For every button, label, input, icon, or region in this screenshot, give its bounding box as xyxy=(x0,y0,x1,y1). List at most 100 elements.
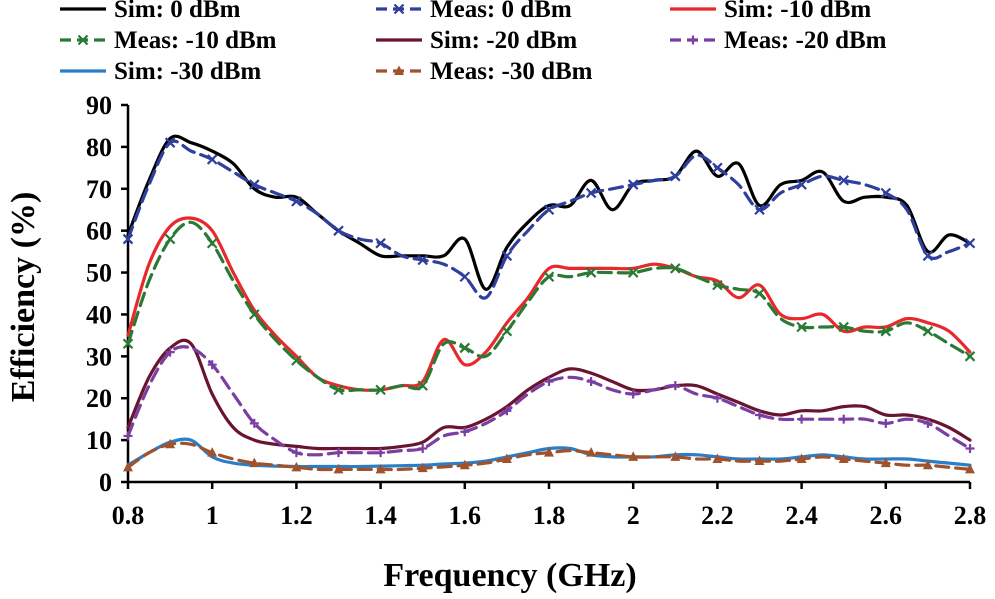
data-point-marker xyxy=(207,360,217,370)
data-point-marker xyxy=(880,457,891,468)
data-point-marker xyxy=(459,271,471,283)
legend-item-sim-20-dbm: Sim: -20 dBm xyxy=(376,27,577,54)
legend-label: Sim: -30 dBm xyxy=(114,58,261,85)
data-point-marker xyxy=(839,414,849,424)
series-sim-0-dbm xyxy=(126,134,972,291)
data-point-marker xyxy=(207,447,218,457)
series-layer xyxy=(122,134,976,474)
data-point-marker xyxy=(417,254,428,266)
legend-item-meas-0-dbm: Meas: 0 dBm xyxy=(376,0,572,23)
x-tick-label: 1.8 xyxy=(533,501,566,530)
y-tick-label: 40 xyxy=(86,300,112,329)
legend-label: Sim: 0 dBm xyxy=(114,0,241,23)
data-point-marker xyxy=(249,309,260,320)
y-tick-label: 0 xyxy=(99,468,112,497)
legend-label: Meas: -20 dBm xyxy=(724,27,887,54)
data-point-marker xyxy=(628,451,639,461)
x-tick-label: 2 xyxy=(627,501,640,530)
y-tick-label: 80 xyxy=(86,133,112,162)
data-point-marker xyxy=(543,204,555,215)
y-tick-label: 10 xyxy=(86,426,112,455)
data-point-marker xyxy=(712,162,723,174)
data-point-marker xyxy=(670,263,681,274)
data-point-marker xyxy=(501,325,513,337)
data-point-marker xyxy=(880,187,892,199)
legend-item-sim-30-dbm: Sim: -30 dBm xyxy=(60,58,261,85)
data-point-marker xyxy=(375,463,386,474)
series-line xyxy=(126,216,972,392)
data-point-marker xyxy=(249,418,259,428)
data-point-marker xyxy=(164,137,176,148)
data-point-marker xyxy=(923,418,933,428)
data-point-marker xyxy=(796,453,807,463)
data-point-marker xyxy=(628,389,638,399)
y-tick-label: 70 xyxy=(86,175,112,204)
series-sim-10-dbm xyxy=(126,216,972,392)
data-point-marker xyxy=(922,459,933,470)
x-tick-label: 2.8 xyxy=(954,501,987,530)
y-axis-label: Efficiency (%) xyxy=(5,192,42,403)
legend-marker xyxy=(688,35,698,45)
data-point-marker xyxy=(375,237,386,249)
data-point-marker xyxy=(838,453,849,463)
y-tick-label: 30 xyxy=(86,342,112,371)
data-point-marker xyxy=(376,448,386,458)
data-point-marker xyxy=(417,380,428,391)
data-point-marker xyxy=(627,179,639,190)
x-tick-label: 2.2 xyxy=(701,501,734,530)
legend-label: Sim: -20 dBm xyxy=(430,27,577,54)
data-point-marker xyxy=(754,455,765,466)
series-meas-30-dbm xyxy=(123,438,975,474)
y-tick-label: 90 xyxy=(86,91,112,120)
data-point-marker xyxy=(712,279,723,291)
legend-item-meas-20-dbm: Meas: -20 dBm xyxy=(670,27,887,54)
data-point-marker xyxy=(586,376,596,386)
data-point-marker xyxy=(291,448,301,458)
data-point-marker xyxy=(123,431,133,441)
x-tick-label: 0.8 xyxy=(112,501,145,530)
x-ticks: 0.8 1 1.2 1.4 1.6 1.8 2 2.2 2.4 2.6 2.8 xyxy=(112,482,987,530)
data-point-marker xyxy=(964,237,976,249)
data-point-marker xyxy=(291,196,302,207)
data-point-marker xyxy=(375,384,386,396)
data-point-marker xyxy=(796,321,807,333)
series-line xyxy=(126,139,972,300)
data-point-marker xyxy=(460,427,470,437)
data-point-marker xyxy=(586,447,597,457)
legend-item-sim-10-dbm: Sim: -10 dBm xyxy=(670,0,871,23)
data-point-marker xyxy=(333,225,344,236)
x-tick-label: 1.6 xyxy=(449,501,482,530)
x-tick-label: 1.2 xyxy=(280,501,313,530)
data-point-marker xyxy=(880,325,892,337)
data-point-marker xyxy=(334,448,343,458)
data-point-marker xyxy=(543,271,555,283)
legend-label: Meas: -30 dBm xyxy=(430,58,593,85)
legend-marker xyxy=(394,65,404,75)
data-point-marker xyxy=(712,393,722,403)
legend-label: Sim: -10 dBm xyxy=(724,0,871,23)
series-meas-10-dbm xyxy=(122,220,976,396)
legend: Sim: 0 dBm Meas: 0 dBm Sim: -10 dBm Meas: -… xyxy=(60,0,887,85)
data-point-marker xyxy=(670,381,680,391)
data-point-marker xyxy=(670,451,681,461)
data-point-marker xyxy=(165,347,175,357)
data-point-marker xyxy=(670,170,681,182)
data-point-marker xyxy=(755,410,764,420)
data-point-marker xyxy=(418,443,428,453)
data-point-marker xyxy=(122,338,134,350)
data-point-marker xyxy=(501,250,513,262)
legend-marker xyxy=(393,3,405,15)
y-tick-label: 50 xyxy=(86,259,112,288)
data-point-marker xyxy=(291,461,302,472)
series-line xyxy=(126,134,972,291)
data-point-marker xyxy=(206,237,218,249)
plot-area: 0 10 20 30 40 50 60 70 80 90 0.8 1 1.2 1.4 1.6 1.8 2 2.2… xyxy=(86,91,986,530)
data-point-marker xyxy=(585,187,597,199)
data-point-marker xyxy=(333,384,344,396)
series-sim-20-dbm xyxy=(126,338,972,451)
data-point-marker xyxy=(797,414,807,424)
x-axis-label: Frequency (GHz) xyxy=(383,557,636,594)
data-point-marker xyxy=(291,355,302,366)
y-ticks: 0 10 20 30 40 50 60 70 80 90 xyxy=(86,91,128,497)
legend-label: Meas: -10 dBm xyxy=(114,27,277,54)
